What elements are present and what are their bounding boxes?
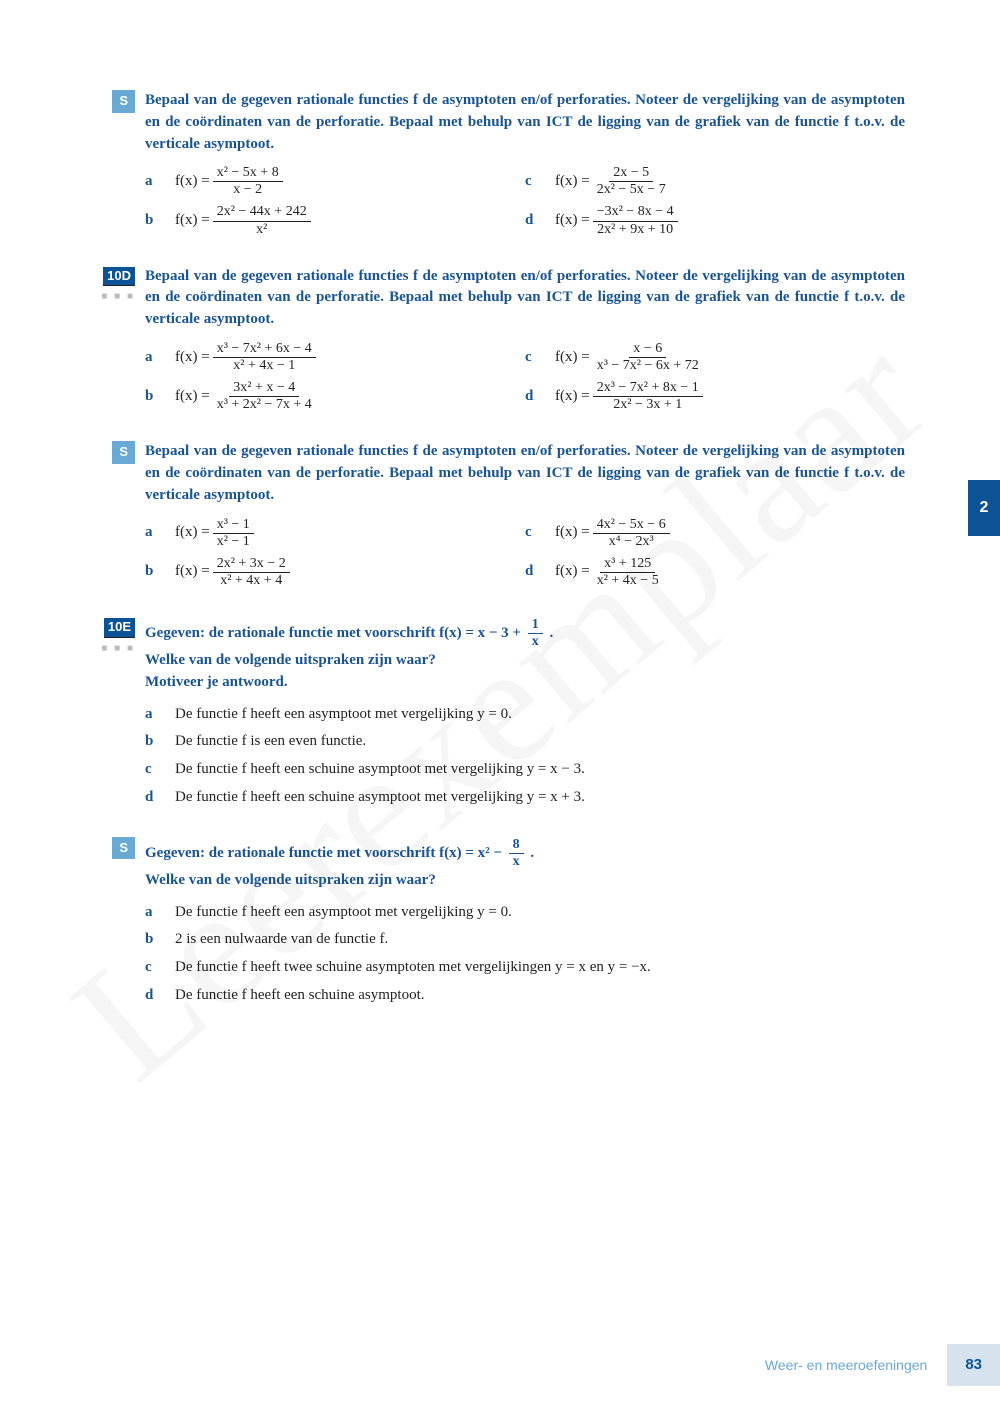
- difficulty-dots: ■ ■ ■: [95, 642, 135, 657]
- exercise-s-3: S Gegeven: de rationale functie met voor…: [95, 837, 905, 1013]
- sub-d: d: [525, 561, 555, 583]
- stmt-4c: De functie f heeft een schuine asymptoot…: [175, 759, 905, 781]
- footer-page-number: 83: [947, 1344, 1000, 1386]
- badge-s: S: [112, 837, 135, 860]
- stmt-5a: De functie f heeft een asymptoot met ver…: [175, 902, 905, 924]
- formula-2d: f(x) = 2x³ − 7x² + 8x − 12x² − 3x + 1: [555, 380, 706, 413]
- sub-d: d: [145, 985, 175, 1007]
- sub-a: a: [145, 522, 175, 544]
- formula-2b: f(x) = 3x² + x − 4x³ + 2x² − 7x + 4: [175, 380, 319, 413]
- stmt-5d: De functie f heeft een schuine asymptoot…: [175, 985, 905, 1007]
- sub-c: c: [145, 957, 175, 979]
- exercise-intro: Gegeven: de rationale functie met voorsc…: [145, 837, 905, 892]
- sub-a: a: [145, 347, 175, 369]
- page-footer: Weer- en meeroefeningen 83: [765, 1344, 1000, 1386]
- sub-b: b: [145, 561, 175, 583]
- formula-3d: f(x) = x³ + 125x² + 4x − 5: [555, 556, 666, 589]
- page-content: S Bepaal van de gegeven rationale functi…: [0, 0, 1000, 1095]
- sub-d: d: [145, 787, 175, 809]
- sub-c: c: [525, 347, 555, 369]
- badge-10e: 10E: [104, 618, 135, 638]
- sub-b: b: [145, 929, 175, 951]
- sub-b: b: [145, 386, 175, 408]
- exercise-intro: Bepaal van de gegeven rationale functies…: [145, 266, 905, 331]
- exercise-10e: 10E ■ ■ ■ Gegeven: de rationale functie …: [95, 617, 905, 815]
- exercise-10d: 10D ■ ■ ■ Bepaal van de gegeven rational…: [95, 266, 905, 420]
- badge-s: S: [112, 90, 135, 113]
- formula-3c: f(x) = 4x² − 5x − 6x⁴ − 2x³: [555, 517, 673, 550]
- sub-c: c: [525, 171, 555, 193]
- sub-b: b: [145, 731, 175, 753]
- sub-a: a: [145, 171, 175, 193]
- sub-b: b: [145, 210, 175, 232]
- difficulty-dots: ■ ■ ■: [95, 290, 135, 305]
- badge-10d: 10D: [103, 267, 135, 287]
- sub-d: d: [525, 386, 555, 408]
- stmt-4d: De functie f heeft een schuine asymptoot…: [175, 787, 905, 809]
- sub-a: a: [145, 902, 175, 924]
- footer-title: Weer- en meeroefeningen: [765, 1355, 927, 1375]
- exercise-s-1: S Bepaal van de gegeven rationale functi…: [95, 90, 905, 244]
- stmt-5b: 2 is een nulwaarde van de functie f.: [175, 929, 905, 951]
- stmt-5c: De functie f heeft twee schuine asymptot…: [175, 957, 905, 979]
- formula-1a: f(x) = x² − 5x + 8x − 2: [175, 165, 286, 198]
- exercise-intro: Gegeven: de rationale functie met voorsc…: [145, 617, 905, 694]
- formula-3b: f(x) = 2x² + 3x − 2x² + 4x + 4: [175, 556, 293, 589]
- stmt-4b: De functie f is een even functie.: [175, 731, 905, 753]
- formula-2a: f(x) = x³ − 7x² + 6x − 4x² + 4x − 1: [175, 341, 319, 374]
- exercise-intro: Bepaal van de gegeven rationale functies…: [145, 90, 905, 155]
- exercise-intro: Bepaal van de gegeven rationale functies…: [145, 441, 905, 506]
- sub-c: c: [145, 759, 175, 781]
- sub-d: d: [525, 210, 555, 232]
- formula-3a: f(x) = x³ − 1x² − 1: [175, 517, 257, 550]
- sub-a: a: [145, 704, 175, 726]
- formula-2c: f(x) = x − 6x³ − 7x² − 6x + 72: [555, 341, 706, 374]
- stmt-4a: De functie f heeft een asymptoot met ver…: [175, 704, 905, 726]
- formula-1c: f(x) = 2x − 52x² − 5x − 7: [555, 165, 673, 198]
- formula-1b: f(x) = 2x² − 44x + 242x²: [175, 204, 314, 237]
- side-chapter-tab: 2: [968, 480, 1000, 536]
- exercise-s-2: S Bepaal van de gegeven rationale functi…: [95, 441, 905, 595]
- formula-1d: f(x) = −3x² − 8x − 42x² + 9x + 10: [555, 204, 681, 237]
- badge-s: S: [112, 441, 135, 464]
- sub-c: c: [525, 522, 555, 544]
